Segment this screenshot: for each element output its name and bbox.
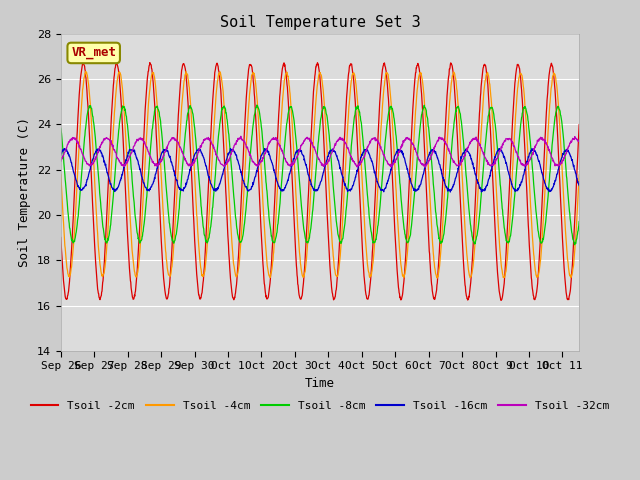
Tsoil -32cm xyxy=(237,133,244,139)
Tsoil -2cm xyxy=(252,116,260,122)
Tsoil -8cm xyxy=(57,125,65,131)
Tsoil -8cm xyxy=(98,211,106,216)
Legend: Tsoil -2cm, Tsoil -4cm, Tsoil -8cm, Tsoil -16cm, Tsoil -32cm: Tsoil -2cm, Tsoil -4cm, Tsoil -8cm, Tsoi… xyxy=(26,396,614,415)
Tsoil -16cm xyxy=(57,152,65,158)
Tsoil -16cm xyxy=(252,172,260,178)
Tsoil -2cm xyxy=(575,122,583,128)
Tsoil -16cm xyxy=(447,189,454,195)
Tsoil -2cm xyxy=(57,235,65,240)
Tsoil -4cm xyxy=(560,203,568,208)
Tsoil -32cm xyxy=(491,158,499,164)
Tsoil -16cm xyxy=(491,154,499,160)
Tsoil -4cm xyxy=(575,172,583,178)
Tsoil -2cm xyxy=(497,298,505,303)
Tsoil -8cm xyxy=(491,117,499,123)
Text: VR_met: VR_met xyxy=(71,47,116,60)
Tsoil -2cm xyxy=(113,60,120,65)
Tsoil -32cm xyxy=(98,141,106,147)
Tsoil -4cm xyxy=(491,159,499,165)
Line: Tsoil -8cm: Tsoil -8cm xyxy=(61,105,579,245)
Tsoil -8cm xyxy=(560,138,568,144)
Tsoil -16cm xyxy=(474,180,482,186)
Tsoil -32cm xyxy=(560,156,568,161)
Tsoil -4cm xyxy=(82,69,90,74)
Tsoil -16cm xyxy=(98,150,106,156)
Tsoil -32cm xyxy=(109,143,116,149)
Tsoil -2cm xyxy=(560,265,568,271)
Tsoil -8cm xyxy=(253,102,260,108)
Tsoil -32cm xyxy=(57,158,65,164)
Tsoil -4cm xyxy=(433,275,441,281)
Tsoil -4cm xyxy=(252,84,260,89)
Tsoil -2cm xyxy=(98,289,106,295)
Tsoil -32cm xyxy=(252,162,260,168)
Line: Tsoil -32cm: Tsoil -32cm xyxy=(61,136,579,167)
Tsoil -8cm xyxy=(575,219,583,225)
Tsoil -8cm xyxy=(109,200,116,205)
Tsoil -4cm xyxy=(98,273,106,279)
Line: Tsoil -4cm: Tsoil -4cm xyxy=(61,72,579,278)
Tsoil -8cm xyxy=(252,107,259,112)
Tsoil -16cm xyxy=(575,183,583,189)
Tsoil -2cm xyxy=(109,93,116,98)
Tsoil -16cm xyxy=(109,187,116,192)
Line: Tsoil -16cm: Tsoil -16cm xyxy=(61,148,579,192)
Tsoil -4cm xyxy=(57,171,65,177)
X-axis label: Time: Time xyxy=(305,377,335,390)
Line: Tsoil -2cm: Tsoil -2cm xyxy=(61,62,579,300)
Tsoil -16cm xyxy=(227,145,234,151)
Tsoil -4cm xyxy=(109,133,117,139)
Tsoil -16cm xyxy=(560,149,568,155)
Tsoil -4cm xyxy=(474,192,482,198)
Tsoil -32cm xyxy=(422,164,429,170)
Title: Soil Temperature Set 3: Soil Temperature Set 3 xyxy=(220,15,420,30)
Tsoil -8cm xyxy=(474,230,481,236)
Tsoil -32cm xyxy=(474,137,482,143)
Tsoil -8cm xyxy=(571,242,579,248)
Tsoil -2cm xyxy=(474,152,481,158)
Tsoil -2cm xyxy=(491,214,499,219)
Y-axis label: Soil Temperature (C): Soil Temperature (C) xyxy=(19,118,31,267)
Tsoil -32cm xyxy=(575,139,583,144)
